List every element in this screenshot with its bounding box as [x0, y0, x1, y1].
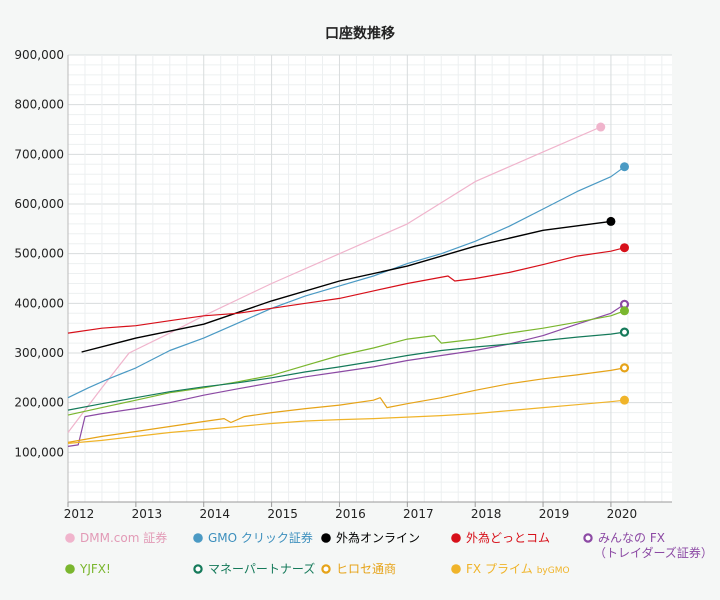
y-tick-label: 200,000 — [14, 396, 64, 410]
legend-marker — [193, 564, 203, 574]
legend-label: FX プライム byGMO — [466, 562, 570, 576]
legend-label: マネーパートナーズ — [208, 561, 315, 576]
y-tick-label: 500,000 — [14, 247, 64, 261]
legend-sublabel: （トレイダーズ証券） — [594, 545, 713, 560]
legend-marker — [321, 564, 331, 574]
legend-marker — [65, 564, 75, 574]
x-tick-label: 2017 — [403, 507, 434, 521]
legend-label: 外為オンライン — [336, 531, 420, 545]
y-tick-label: 700,000 — [14, 147, 64, 161]
x-tick-label: 2016 — [335, 507, 366, 521]
series-line-6 — [67, 331, 625, 411]
series-end-marker-7 — [619, 363, 630, 373]
legend-label: ヒロセ通商 — [336, 561, 396, 576]
axes: 100,000 200,000 300,000 400,000 500,000 600,0… — [14, 48, 672, 521]
legend-label: みんなの FX — [598, 531, 665, 545]
x-tick-label: 2019 — [539, 507, 570, 521]
chart-title: 口座数推移 — [325, 25, 395, 42]
y-tick-label: 300,000 — [14, 346, 64, 360]
legend-marker — [65, 533, 75, 543]
y-tick-label: 800,000 — [14, 98, 64, 112]
y-tick-label: 100,000 — [14, 445, 64, 459]
series-end-marker-5 — [619, 306, 629, 316]
series-end-marker-2 — [606, 216, 616, 226]
x-tick-label: 2012 — [64, 507, 95, 521]
y-tick-label: 900,000 — [14, 48, 64, 62]
grid — [67, 54, 672, 503]
legend-label: 外為どっとコム — [466, 531, 550, 545]
legend-label: YJFX! — [79, 562, 111, 576]
series-line-2 — [81, 220, 611, 353]
x-tick-label: 2020 — [607, 507, 638, 521]
series-end-marker-3 — [619, 243, 629, 253]
series-line-0 — [67, 126, 601, 433]
x-tick-label: 2015 — [267, 507, 298, 521]
plot-area — [68, 55, 672, 502]
series-end-marker-1 — [619, 162, 629, 172]
x-tick-label: 2018 — [471, 507, 502, 521]
legend-marker — [583, 533, 593, 543]
series-line-4 — [67, 303, 625, 447]
series-line-1 — [67, 166, 625, 399]
legend-label: GMO クリック証券 — [208, 530, 313, 545]
legend-marker — [451, 533, 461, 543]
y-tick-label: 600,000 — [14, 197, 64, 211]
legend-label-small: byGMO — [537, 566, 570, 576]
legend: DMM.com 証券 GMO クリック証券 外為オンライン 外為どっとコム みんなの F… — [65, 530, 713, 576]
x-tick-label: 2014 — [199, 507, 230, 521]
series-line-3 — [67, 247, 625, 334]
legend-marker — [193, 533, 203, 543]
series-end-marker-0 — [596, 122, 606, 132]
series-line-5 — [67, 310, 625, 416]
legend-marker — [321, 533, 331, 543]
legend-marker — [451, 564, 461, 574]
series-end-marker-8 — [619, 395, 629, 405]
legend-label: DMM.com 証券 — [80, 530, 167, 545]
series-markers — [596, 122, 630, 405]
x-tick-label: 2013 — [132, 507, 163, 521]
series-line-8 — [67, 399, 625, 444]
series-lines — [67, 126, 625, 447]
y-tick-label: 400,000 — [14, 296, 64, 310]
series-end-marker-6 — [619, 327, 630, 337]
series-line-7 — [67, 367, 625, 443]
